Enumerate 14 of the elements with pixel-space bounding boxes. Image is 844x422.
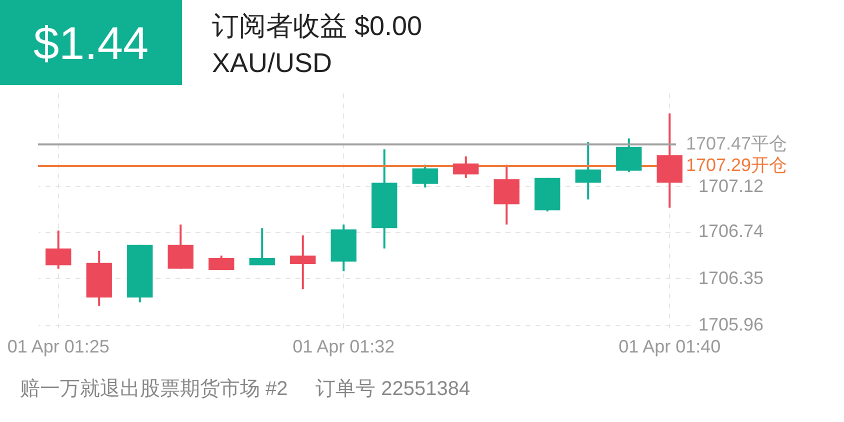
text: 赔一万就退出股票期货市场 #2 订单号 22551384 [20,378,470,400]
candlestick [290,234,316,290]
ref-line-label: 1707.47平仓 [686,133,788,154]
chart-title: 订阅者收益 $0.00 [212,10,422,43]
y-tick-label: 1706.35 [698,268,764,288]
ref-line-label: 1707.29开仓 [686,154,788,175]
x-tick-label: 01 Apr 01:40 [618,336,721,356]
y-tick-label: 1707.12 [698,176,764,196]
x-tick-label: 01 Apr 01:32 [292,336,395,356]
y-tick-label: 1705.96 [698,314,764,334]
chart-subtitle: XAU/USD [212,48,332,79]
text: $1.44 [0,0,182,85]
y-tick-label: 1706.74 [698,221,764,242]
x-tick-label: 01 Apr 01:25 [7,336,110,356]
